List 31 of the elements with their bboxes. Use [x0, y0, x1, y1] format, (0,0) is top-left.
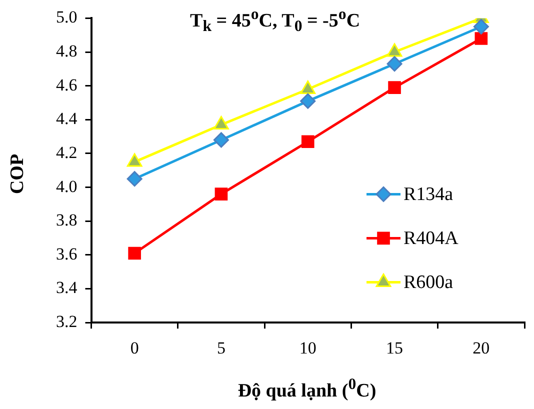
point — [474, 32, 488, 45]
point — [473, 18, 489, 34]
y-tick-label: 4.0 — [56, 176, 78, 196]
y-tick-label: 5.0 — [56, 8, 78, 27]
legend-label: R600a — [404, 272, 454, 294]
legend-label: R134a — [404, 184, 454, 206]
x-tick-label: 0 — [130, 338, 139, 358]
point — [386, 56, 402, 72]
x-axis-title: Độ quá lạnh ($^{0}$C) — [236, 376, 378, 402]
point — [388, 81, 401, 94]
point — [301, 135, 314, 148]
point — [300, 93, 316, 109]
y-tick-label: 3.8 — [56, 210, 78, 230]
y-axis-title: COP — [7, 154, 30, 194]
chart-title: T$_{k}$ = 45$^{o}$C, T$_{0}$ = -5$^{o}$C — [190, 6, 360, 36]
y-tick-label: 4.8 — [56, 41, 78, 60]
point — [214, 188, 228, 200]
x-tick-label: 15 — [386, 338, 404, 358]
y-tick-label: 3.2 — [56, 312, 78, 332]
point — [126, 171, 142, 187]
point — [128, 246, 141, 260]
y-tick-label: 4.2 — [56, 142, 78, 162]
legend-label: R404A — [404, 228, 459, 250]
y-tick-label: 4.6 — [56, 75, 78, 94]
x-tick-label: 5 — [216, 338, 226, 358]
point — [213, 132, 229, 148]
y-tick-label: 4.4 — [56, 109, 78, 128]
y-tick-label: 3.6 — [56, 244, 78, 264]
y-tick-label: 3.4 — [56, 278, 78, 298]
x-tick-label: 20 — [472, 338, 490, 358]
x-tick-label: 10 — [299, 338, 316, 358]
